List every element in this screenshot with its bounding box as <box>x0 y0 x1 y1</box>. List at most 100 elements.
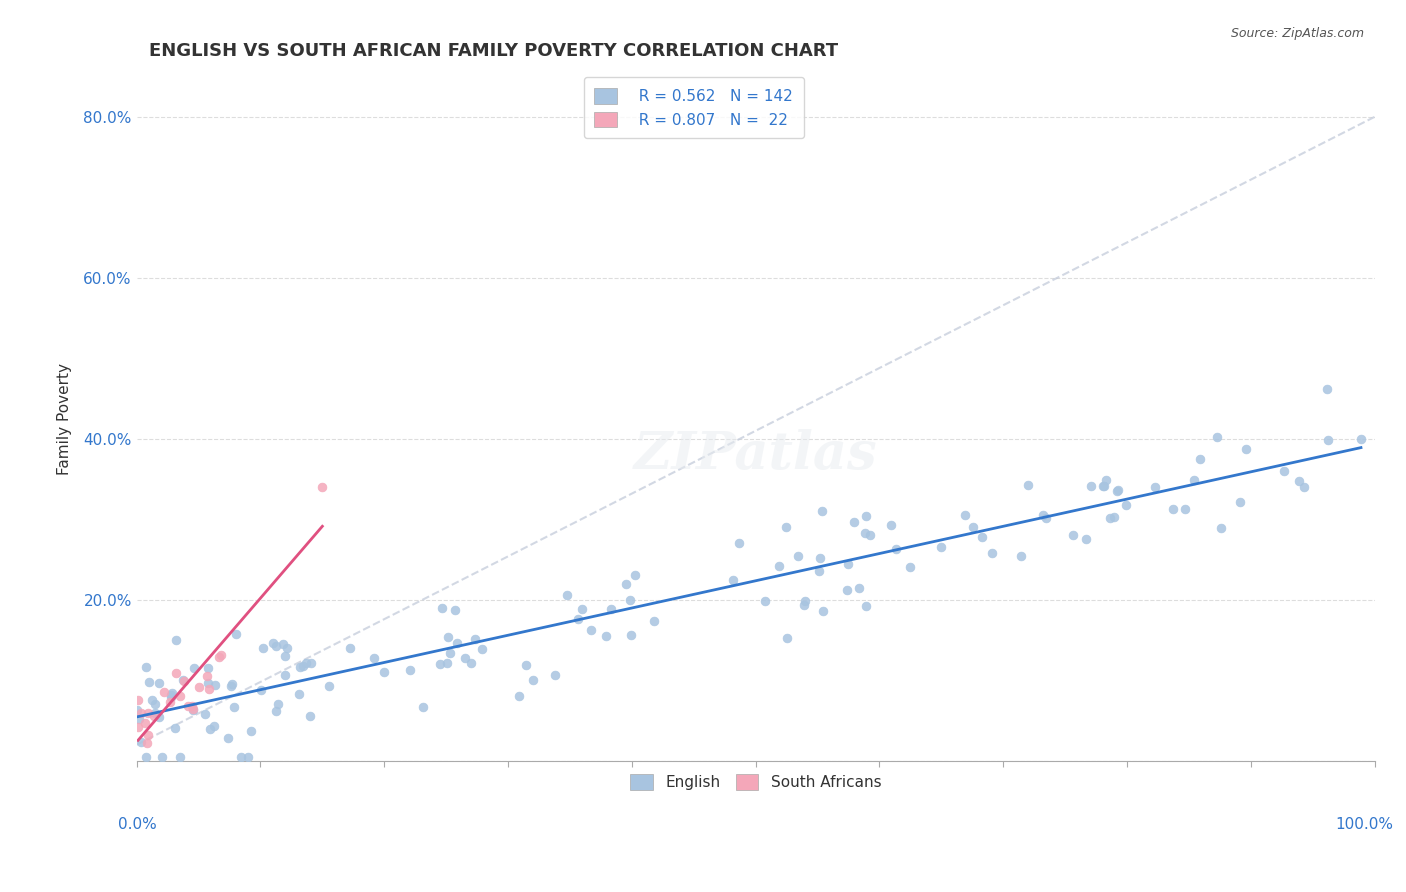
Point <box>599 602 621 616</box>
Point <box>728 536 751 550</box>
Point <box>150 749 173 764</box>
Point <box>229 749 252 764</box>
Point <box>135 659 157 673</box>
Point <box>619 628 641 642</box>
Point <box>515 657 537 672</box>
Point <box>127 692 149 706</box>
Point <box>444 603 467 617</box>
Point <box>1115 498 1137 512</box>
Point <box>160 689 183 703</box>
Text: ZIPatlas: ZIPatlas <box>634 429 877 481</box>
Point <box>614 577 637 591</box>
Point <box>1143 480 1166 494</box>
Point <box>1074 532 1097 546</box>
Point <box>1107 483 1129 497</box>
Point <box>143 706 166 720</box>
Point <box>430 600 453 615</box>
Point <box>429 657 451 671</box>
Point <box>274 649 297 664</box>
Point <box>446 636 468 650</box>
Point <box>183 702 205 716</box>
Point <box>217 731 239 746</box>
Point <box>127 720 149 734</box>
Point <box>250 683 273 698</box>
Point <box>439 646 461 660</box>
Point <box>134 715 156 730</box>
Point <box>183 661 205 675</box>
Legend:   R = 0.562   N = 142,   R = 0.807   N =  22: R = 0.562 N = 142, R = 0.807 N = 22 <box>583 78 804 138</box>
Point <box>295 656 318 670</box>
Point <box>240 723 263 738</box>
Point <box>267 697 290 711</box>
Point <box>163 722 186 736</box>
Point <box>1102 509 1125 524</box>
Point <box>855 599 877 614</box>
Point <box>195 669 218 683</box>
Point <box>460 656 482 670</box>
Point <box>858 528 880 542</box>
Point <box>848 581 870 595</box>
Point <box>1017 478 1039 492</box>
Point <box>1288 475 1310 489</box>
Point <box>263 636 285 650</box>
Point <box>555 588 578 602</box>
Point <box>399 663 422 677</box>
Point <box>136 706 159 720</box>
Point <box>197 661 219 675</box>
Point <box>198 723 221 737</box>
Point <box>129 706 152 720</box>
Point <box>775 520 797 534</box>
Point <box>141 692 163 706</box>
Point <box>1315 382 1337 396</box>
Point <box>808 564 831 578</box>
Point <box>125 703 148 717</box>
Point <box>793 598 815 612</box>
Point <box>236 749 259 764</box>
Point <box>291 659 314 673</box>
Point <box>970 529 993 543</box>
Point <box>844 515 866 529</box>
Point <box>274 668 297 682</box>
Point <box>181 702 204 716</box>
Point <box>754 594 776 608</box>
Text: 0.0%: 0.0% <box>118 817 157 832</box>
Point <box>298 709 321 723</box>
Point <box>837 557 859 571</box>
Point <box>1174 501 1197 516</box>
Point <box>412 699 434 714</box>
Point <box>209 648 232 662</box>
Point <box>1107 484 1129 499</box>
Point <box>166 665 188 680</box>
Point <box>643 614 665 628</box>
Point <box>221 677 243 691</box>
Y-axis label: Family Poverty: Family Poverty <box>58 363 72 475</box>
Point <box>880 518 903 533</box>
Point <box>138 728 160 742</box>
Point <box>311 480 333 494</box>
Point <box>194 707 217 722</box>
Point <box>148 710 170 724</box>
Point <box>1062 528 1084 542</box>
Point <box>810 551 832 566</box>
Point <box>1292 480 1315 494</box>
Point <box>208 650 231 665</box>
Point <box>595 628 617 642</box>
Point <box>299 656 322 670</box>
Point <box>160 686 183 700</box>
Point <box>252 641 274 656</box>
Point <box>1035 510 1057 524</box>
Point <box>884 541 907 556</box>
Point <box>543 668 565 682</box>
Point <box>172 673 194 687</box>
Point <box>980 546 1002 560</box>
Point <box>776 631 799 645</box>
Point <box>224 699 246 714</box>
Point <box>811 604 834 618</box>
Point <box>271 637 294 651</box>
Point <box>1092 479 1115 493</box>
Point <box>264 704 287 718</box>
Text: 100.0%: 100.0% <box>1336 817 1393 832</box>
Point <box>786 549 808 563</box>
Point <box>1350 432 1372 446</box>
Point <box>135 749 157 764</box>
